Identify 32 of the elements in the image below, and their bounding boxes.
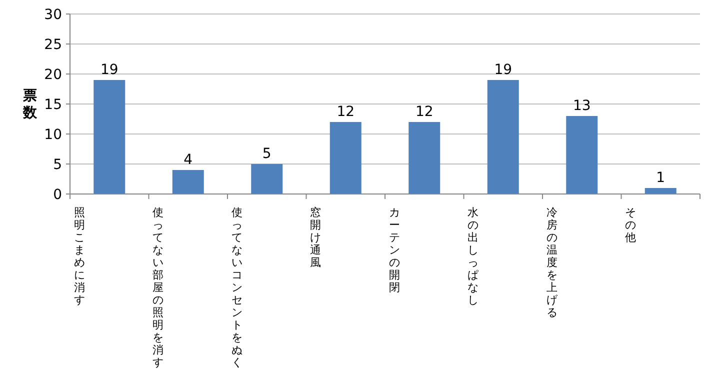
- data-label: 19: [494, 62, 512, 78]
- data-label: 4: [184, 152, 193, 168]
- bar: [251, 164, 283, 194]
- data-label: 12: [336, 104, 355, 120]
- y-tick-label: 30: [44, 7, 62, 23]
- data-label: 12: [415, 104, 434, 120]
- data-label: 5: [262, 146, 272, 162]
- y-axis-title: 票数: [22, 88, 38, 121]
- data-label: 1: [656, 170, 666, 186]
- y-tick-label: 20: [44, 67, 62, 83]
- y-tick-label: 5: [53, 157, 62, 173]
- y-tick-label: 0: [53, 187, 62, 203]
- data-label: 13: [572, 98, 591, 114]
- bar: [566, 116, 598, 194]
- category-label: 使ってないコンセントをぬく: [231, 206, 242, 369]
- bar: [172, 170, 204, 194]
- bar: [330, 122, 362, 194]
- bar: [487, 80, 519, 194]
- bar: [94, 80, 126, 194]
- bar: [644, 188, 676, 194]
- x-tick-label: 照明こまめに消す: [74, 206, 85, 306]
- bar: [408, 122, 440, 194]
- y-tick-label: 15: [44, 97, 62, 113]
- x-tick-label: 水の出しっぱなし: [468, 206, 479, 306]
- y-tick-label: 25: [44, 37, 62, 53]
- y-tick-label: 10: [44, 127, 62, 143]
- data-label: 19: [100, 62, 118, 78]
- category-label: 冷房の温度を上げる: [546, 206, 558, 319]
- x-tick-label: その他: [625, 206, 636, 244]
- x-tick-label: カーテンの開閉: [388, 206, 400, 294]
- x-tick-label: 窓開け通風: [310, 206, 322, 269]
- category-label: 使ってない部屋の照明を消す: [152, 206, 164, 369]
